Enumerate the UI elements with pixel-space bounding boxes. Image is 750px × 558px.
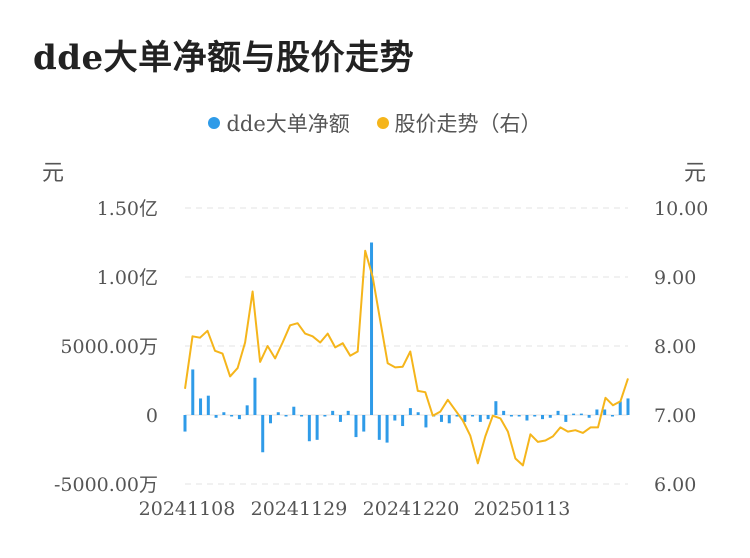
y-right-tick-label: 7.00 [654, 405, 696, 427]
x-tick-label: 20250113 [474, 498, 571, 520]
dde-bar [253, 377, 257, 415]
dde-bar [393, 415, 397, 421]
y-right-tick-label: 6.00 [654, 474, 696, 496]
dde-bar [292, 406, 296, 415]
y-left-tick-label: 0 [146, 405, 158, 427]
dde-bar [533, 415, 537, 417]
dde-bar [447, 415, 451, 424]
dde-bar [268, 415, 272, 424]
dde-bar [385, 415, 389, 443]
dde-bar [416, 412, 420, 415]
dde-bar [626, 398, 630, 415]
price-line [184, 249, 629, 467]
dde-bar [509, 415, 513, 417]
dde-bar [401, 415, 405, 427]
dde-bar [261, 415, 265, 453]
dde-bar [191, 369, 195, 415]
dde-bar [377, 415, 381, 440]
dde-bar [595, 409, 599, 415]
dde-bar [439, 415, 443, 422]
dde-bar [517, 415, 521, 417]
y-right-tick-label: 10.00 [654, 198, 708, 220]
legend-dot-price [376, 117, 389, 129]
dde-bar [541, 415, 545, 420]
dde-bar [362, 415, 366, 432]
legend-label-dde: dde大单净额 [226, 112, 350, 136]
left-axis-unit: 元 [42, 161, 65, 186]
dde-bar [610, 415, 614, 417]
dde-bar [214, 415, 218, 418]
dde-bar [478, 415, 482, 422]
dde-bar [338, 415, 342, 422]
dde-bar [486, 415, 490, 420]
legend-item-price[interactable]: 股价走势（右） [376, 108, 542, 138]
dde-bar [276, 412, 280, 415]
dde-bar [556, 410, 560, 415]
dde-bar [494, 401, 498, 415]
dde-bar [424, 415, 428, 428]
dde-bar [346, 410, 350, 415]
dde-bar [548, 415, 552, 418]
y-right-tick-label: 8.00 [654, 336, 696, 358]
dde-bar [408, 408, 412, 415]
dde-bar [455, 415, 459, 417]
legend-label-price: 股价走势（右） [394, 112, 542, 136]
dde-bar [354, 415, 358, 438]
y-right-tick-label: 9.00 [654, 267, 696, 289]
dde-bar [183, 415, 187, 432]
chart-title: dde大单净额与股价走势 [33, 38, 415, 78]
dde-bar [564, 415, 568, 422]
dde-bar [307, 415, 311, 442]
dde-bar [618, 401, 622, 415]
y-left-tick-label: -5000.00万 [54, 474, 158, 496]
dde-bar [603, 409, 607, 415]
dde-bar [471, 415, 475, 417]
dde-bar [572, 413, 576, 416]
dde-bar [587, 415, 591, 418]
dde-bar [222, 412, 226, 415]
dde-bar [245, 405, 249, 415]
dde-bar [331, 410, 335, 415]
dde-bar [230, 415, 234, 417]
legend: dde大单净额 股价走势（右） [0, 108, 750, 138]
dde-bar [502, 410, 506, 415]
x-tick-label: 20241220 [363, 498, 460, 520]
dde-bar [525, 415, 529, 421]
dde-bar [579, 413, 583, 416]
dde-bar [370, 242, 374, 415]
dde-bar [323, 415, 327, 417]
dde-bar [315, 415, 319, 440]
dde-bar [463, 415, 467, 422]
dde-bar [284, 415, 288, 417]
dde-bar [199, 398, 203, 415]
x-tick-label: 20241129 [251, 498, 348, 520]
dde-bar [237, 415, 241, 420]
legend-item-dde[interactable]: dde大单净额 [208, 108, 350, 138]
y-left-tick-label: 1.50亿 [97, 198, 158, 220]
dde-bar [206, 395, 210, 415]
legend-dot-dde [208, 117, 221, 129]
y-left-tick-label: 1.00亿 [97, 267, 158, 289]
dde-bar [300, 415, 304, 417]
right-axis-unit: 元 [684, 161, 707, 186]
y-left-tick-label: 5000.00万 [60, 336, 158, 358]
x-tick-label: 20241108 [139, 498, 236, 520]
